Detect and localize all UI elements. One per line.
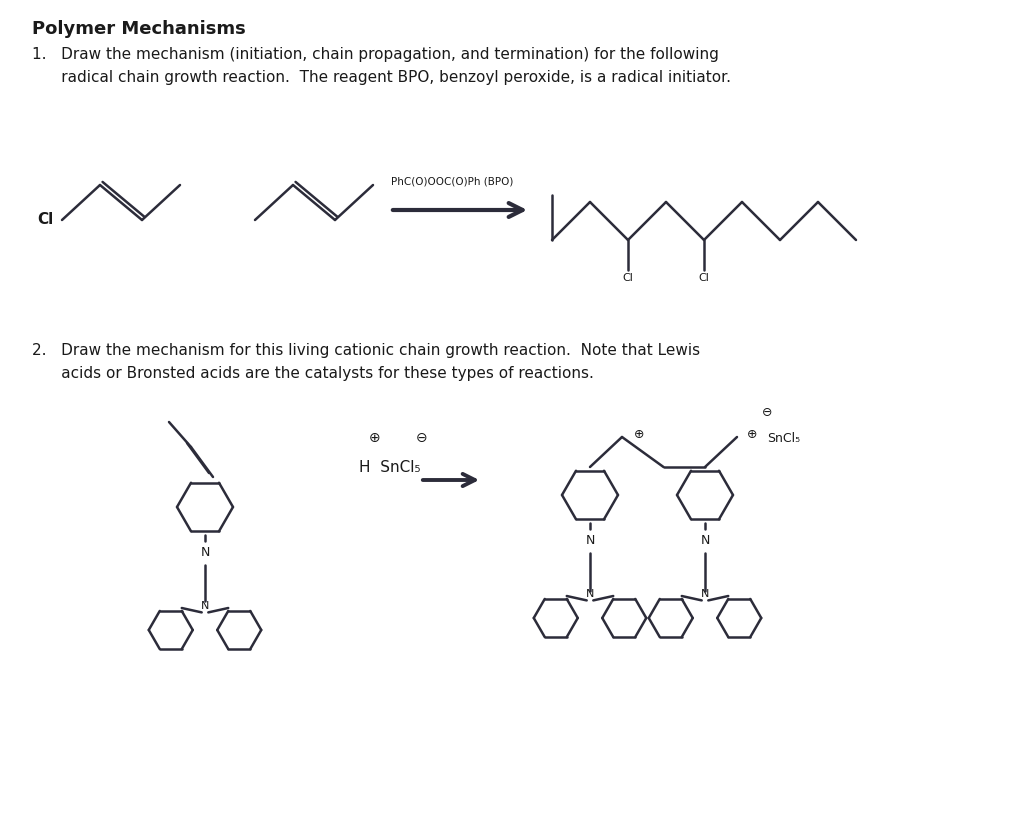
Text: N: N (201, 601, 209, 610)
Text: 2.   Draw the mechanism for this living cationic chain growth reaction.  Note th: 2. Draw the mechanism for this living ca… (32, 343, 700, 358)
Text: N: N (700, 589, 710, 599)
Text: N: N (586, 535, 595, 548)
Text: radical chain growth reaction.  The reagent BPO, benzoyl peroxide, is a radical : radical chain growth reaction. The reage… (32, 70, 731, 85)
Text: ⊕: ⊕ (370, 431, 381, 445)
Text: Cl: Cl (698, 273, 710, 283)
Text: H  SnCl₅: H SnCl₅ (359, 460, 421, 475)
Text: N: N (586, 589, 594, 599)
Text: ⊕: ⊕ (634, 428, 644, 441)
Text: ⊕: ⊕ (746, 428, 758, 441)
Text: ⊖: ⊖ (416, 431, 428, 445)
Text: N: N (700, 535, 710, 548)
Text: Polymer Mechanisms: Polymer Mechanisms (32, 20, 246, 38)
Text: PhC(O)OOC(O)Ph (BPO): PhC(O)OOC(O)Ph (BPO) (391, 177, 513, 187)
Text: N: N (201, 546, 210, 559)
Text: 1.   Draw the mechanism (initiation, chain propagation, and termination) for the: 1. Draw the mechanism (initiation, chain… (32, 47, 719, 62)
Text: SnCl₅: SnCl₅ (767, 432, 800, 445)
Text: acids or Bronsted acids are the catalysts for these types of reactions.: acids or Bronsted acids are the catalyst… (32, 366, 594, 381)
Text: Cl: Cl (623, 273, 634, 283)
Text: Cl: Cl (38, 213, 54, 228)
Text: ⊖: ⊖ (762, 406, 772, 418)
